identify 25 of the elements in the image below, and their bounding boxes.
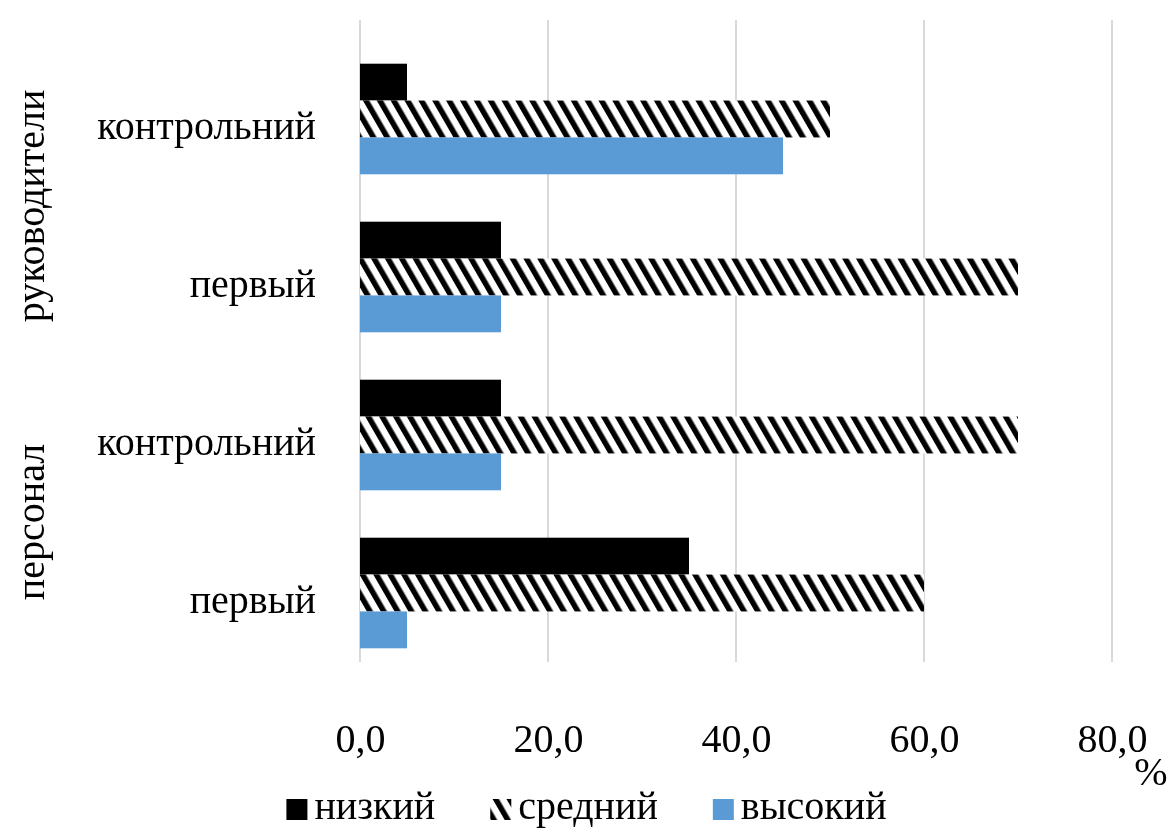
bar	[360, 453, 501, 491]
y-tick-label: контрольний	[97, 419, 316, 464]
bar	[360, 574, 924, 612]
bar	[360, 295, 501, 333]
text: руководители	[7, 89, 53, 323]
bar	[360, 221, 501, 259]
bar	[360, 100, 830, 138]
x-tick-label: 60,0	[889, 716, 960, 762]
x-tick-label: 20,0	[513, 716, 584, 762]
bar	[360, 258, 1018, 296]
legend-label: средний	[518, 783, 658, 828]
legend-label: высокий	[740, 783, 887, 828]
x-tick-label: 40,0	[701, 716, 772, 762]
bar	[360, 611, 407, 649]
y-tick-label: первый	[189, 261, 316, 306]
y-tick-label: контрольний	[97, 103, 316, 148]
legend-label: низкий	[314, 783, 436, 828]
text: персонал	[7, 443, 53, 601]
bar	[360, 137, 783, 175]
y-tick-label: первый	[189, 577, 316, 622]
bar	[360, 416, 1018, 454]
bar	[360, 379, 501, 417]
bar	[360, 63, 407, 101]
bar	[360, 537, 689, 575]
x-tick-label: 0,0	[335, 716, 386, 762]
